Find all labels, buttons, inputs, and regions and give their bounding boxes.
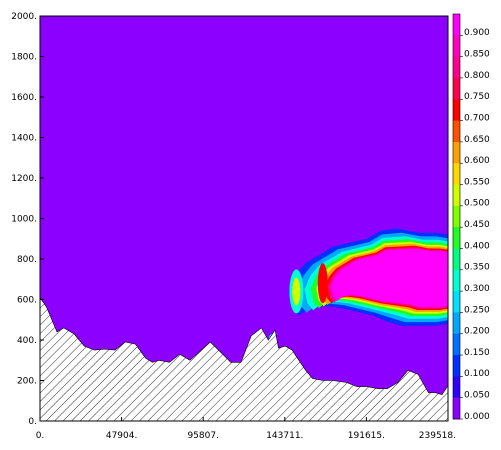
colorbar-swatch [453,376,460,399]
colorbar-swatch [453,333,460,356]
y-axis: 0. 200. 400. 600. 800. 1000. 1200. 1400. 1600. 18… [11,12,44,427]
x-tick-label: 191615. [348,431,385,441]
y-tick-label: 1000. [11,215,37,225]
colorbar-swatch [453,291,460,313]
colorbar-label: 0.600 [464,156,490,166]
x-tick-label: 143711. [266,431,303,441]
colorbar-label: 0.700 [464,113,490,123]
colorbar-label: 0.200 [464,327,490,337]
colorbar-swatch [453,312,460,335]
colorbar-label: 0.450 [464,220,490,230]
colorbar-swatch [453,248,460,271]
y-tick-label: 400. [17,336,37,346]
colorbar-label: 0.350 [464,263,490,273]
colorbar-label: 0.050 [464,391,490,401]
colorbar-swatch [453,141,460,164]
colorbar-label: 0.150 [464,348,490,358]
contour-band [330,248,448,308]
y-tick-label: 800. [17,255,37,265]
y-tick-label: 1400. [11,134,37,144]
colorbar-frame [452,13,461,420]
contour-band [317,263,328,304]
colorbar-swatch [453,184,460,207]
x-axis: 0. 47904. 95807. 143711. 191615. 239518. [36,417,456,441]
colorbar-label: 0.500 [464,199,490,209]
colorbar: 0.900 0.850 0.800 0.750 0.700 0.650 0.600 0.550… [452,13,490,422]
colorbar-swatch [453,77,460,100]
x-tick-label: 239518. [419,431,456,441]
colorbar-label: 0.250 [464,305,490,315]
colorbar-label: 0.900 [464,28,490,38]
x-tick-label: 0. [36,431,45,441]
colorbar-swatch [453,205,460,228]
y-tick-label: 2000. [11,12,37,22]
colorbar-swatch [453,56,460,79]
colorbar-label: 0.650 [464,135,490,145]
colorbar-swatch [453,14,460,36]
colorbar-label: 0.800 [464,71,490,81]
colorbar-label: 0.550 [464,177,490,187]
colorbar-swatch [453,397,460,420]
colorbar-label: 0.850 [464,50,490,60]
colorbar-swatch [453,355,460,377]
y-tick-label: 200. [17,377,37,387]
y-tick-label: 1600. [11,93,37,103]
colorbar-label: 0.400 [464,241,490,251]
colorbar-label: 0.000 [464,412,490,422]
colorbar-swatch [453,35,460,58]
contour-band [292,277,301,306]
x-tick-label: 95807. [187,431,219,441]
colorbar-swatch [453,120,460,143]
colorbar-swatch [453,163,460,186]
terrain-hatch [40,296,448,421]
x-tick-label: 47904. [106,431,138,441]
colorbar-swatch [453,99,460,122]
y-tick-label: 1200. [11,174,37,184]
colorbar-swatch [453,227,460,249]
y-tick-label: 1800. [11,53,37,63]
colorbar-label: 0.100 [464,369,490,379]
colorbar-label: 0.750 [464,92,490,102]
y-tick-label: 0. [28,417,37,427]
y-tick-label: 600. [17,296,37,306]
colorbar-swatch [453,269,460,292]
field-layer [268,228,448,346]
colorbar-label: 0.300 [464,284,490,294]
